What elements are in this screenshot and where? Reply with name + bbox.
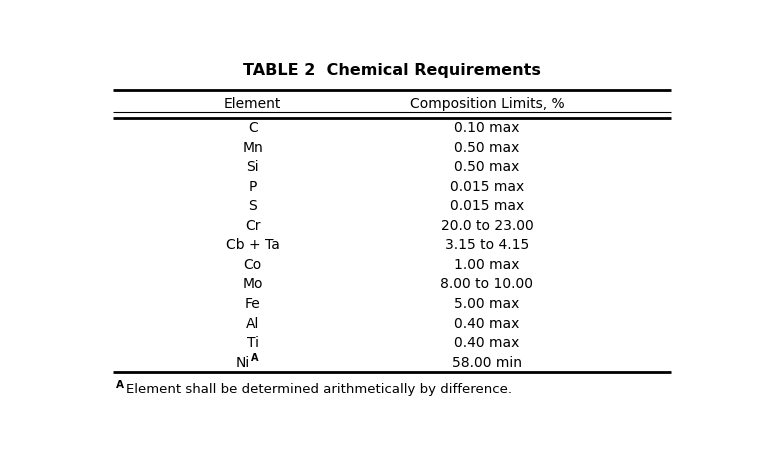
Text: Mo: Mo xyxy=(243,278,263,291)
Text: A: A xyxy=(116,380,125,390)
Text: Cb + Ta: Cb + Ta xyxy=(226,239,280,252)
Text: Cr: Cr xyxy=(245,219,261,233)
Text: S: S xyxy=(249,199,257,213)
Text: 8.00 to 10.00: 8.00 to 10.00 xyxy=(441,278,533,291)
Text: TABLE 2  Chemical Requirements: TABLE 2 Chemical Requirements xyxy=(243,63,541,78)
Text: P: P xyxy=(249,180,257,194)
Text: 5.00 max: 5.00 max xyxy=(454,297,519,311)
Text: Co: Co xyxy=(243,258,262,272)
Text: 0.40 max: 0.40 max xyxy=(454,316,519,331)
Text: 0.015 max: 0.015 max xyxy=(450,199,524,213)
Text: 0.50 max: 0.50 max xyxy=(454,160,519,174)
Text: Composition Limits, %: Composition Limits, % xyxy=(409,98,565,111)
Text: 0.015 max: 0.015 max xyxy=(450,180,524,194)
Text: Fe: Fe xyxy=(245,297,261,311)
Text: Si: Si xyxy=(246,160,259,174)
Text: A: A xyxy=(251,353,259,363)
Text: Element shall be determined arithmetically by difference.: Element shall be determined arithmetical… xyxy=(126,383,513,396)
Text: 1.00 max: 1.00 max xyxy=(454,258,519,272)
Text: 20.0 to 23.00: 20.0 to 23.00 xyxy=(441,219,533,233)
Text: Ti: Ti xyxy=(247,336,259,350)
Text: 3.15 to 4.15: 3.15 to 4.15 xyxy=(444,239,529,252)
Text: Element: Element xyxy=(224,98,282,111)
Text: 0.40 max: 0.40 max xyxy=(454,336,519,350)
Text: Mn: Mn xyxy=(243,141,263,155)
Text: 0.50 max: 0.50 max xyxy=(454,141,519,155)
Text: Ni: Ni xyxy=(236,355,249,370)
Text: C: C xyxy=(248,121,258,135)
Text: 0.10 max: 0.10 max xyxy=(454,121,519,135)
Text: 58.00 min: 58.00 min xyxy=(452,355,522,370)
Text: Al: Al xyxy=(246,316,259,331)
